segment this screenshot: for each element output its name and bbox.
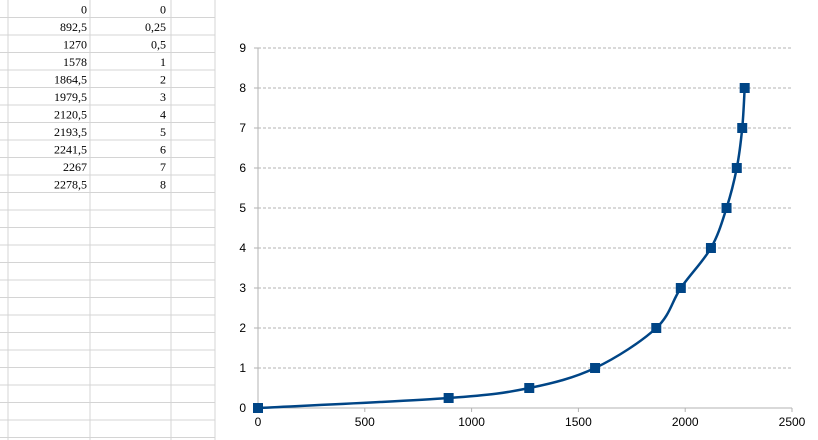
sheet-cell-r1-c1[interactable]: 0,25 (145, 20, 166, 34)
y-tick-label-5: 5 (239, 201, 246, 215)
chart-axes (254, 47, 793, 412)
x-tick-label-4: 2000 (672, 415, 699, 429)
sheet-cell-r1-c0[interactable]: 892,5 (60, 20, 87, 34)
sheet-cell-r3-c1[interactable]: 1 (160, 55, 166, 69)
y-tick-label-4: 4 (239, 241, 246, 255)
sheet-cell-r2-c0[interactable]: 1270 (63, 38, 87, 52)
y-tick-label-8: 8 (239, 81, 246, 95)
data-point-8[interactable] (731, 163, 742, 173)
data-point-6[interactable] (705, 243, 716, 253)
sheet-cell-r9-c1[interactable]: 7 (160, 160, 166, 174)
y-tick-label-7: 7 (239, 121, 246, 135)
y-tick-label-2: 2 (239, 321, 246, 335)
data-point-0[interactable] (253, 403, 263, 413)
x-tick-label-1: 500 (355, 415, 375, 429)
data-point-1[interactable] (443, 393, 454, 403)
sheet-cell-r4-c1[interactable]: 2 (160, 73, 166, 87)
series-line[interactable] (257, 87, 746, 410)
data-point-9[interactable] (737, 123, 748, 133)
chart-gridlines (258, 47, 792, 369)
data-point-2[interactable] (524, 383, 535, 393)
y-tick-label-0: 0 (239, 401, 246, 415)
y-tick-label-3: 3 (239, 281, 246, 295)
sheet-cell-r5-c1[interactable]: 3 (160, 90, 166, 104)
sheet-cell-r10-c1[interactable]: 8 (160, 178, 166, 192)
data-point-5[interactable] (675, 283, 686, 293)
x-tick-label-3: 1500 (565, 415, 592, 429)
sheet-cell-r8-c1[interactable]: 6 (160, 143, 166, 157)
sheet-cell-r10-c0[interactable]: 2278,5 (54, 178, 87, 192)
sheet-cell-r7-c0[interactable]: 2193,5 (54, 125, 87, 139)
sheet-cell-r5-c0[interactable]: 1979,5 (54, 90, 87, 104)
data-point-4[interactable] (651, 323, 662, 333)
sheet-cell-r2-c1[interactable]: 0,5 (151, 38, 166, 52)
sheet-cell-r7-c1[interactable]: 5 (160, 125, 166, 139)
chart[interactable]: 0 1 2 3 4 5 6 7 8 9 0 500 1000 1500 2000 2500 (239, 41, 805, 429)
spreadsheet-cells: 0 0 892,5 0,25 1270 0,5 1578 1 1864,5 2 1979,5 3 212… (54, 3, 166, 192)
data-point-3[interactable] (590, 363, 601, 373)
chart-tick-labels: 0 1 2 3 4 5 6 7 8 9 0 500 1000 1500 2000 2500 (239, 41, 805, 429)
x-tick-label-2: 1000 (458, 415, 485, 429)
y-tick-label-1: 1 (239, 361, 246, 375)
sheet-cell-r6-c1[interactable]: 4 (160, 108, 166, 122)
sheet-cell-r3-c0[interactable]: 1578 (63, 55, 87, 69)
x-tick-label-0: 0 (255, 415, 262, 429)
y-tick-label-6: 6 (239, 161, 246, 175)
sheet-cell-r4-c0[interactable]: 1864,5 (54, 73, 87, 87)
data-point-7[interactable] (721, 203, 732, 213)
sheet-cell-r9-c0[interactable]: 2267 (63, 160, 87, 174)
y-tick-label-9: 9 (239, 41, 246, 55)
data-point-10[interactable] (739, 83, 750, 93)
sheet-cell-r0-c0[interactable]: 0 (81, 3, 87, 17)
series-curve[interactable] (253, 83, 750, 413)
spreadsheet-grid (0, 0, 216, 440)
sheet-cell-r0-c1[interactable]: 0 (160, 3, 166, 17)
sheet-cell-r6-c0[interactable]: 2120,5 (54, 108, 87, 122)
x-tick-label-5: 2500 (779, 415, 806, 429)
sheet-cell-r8-c0[interactable]: 2241,5 (54, 143, 87, 157)
